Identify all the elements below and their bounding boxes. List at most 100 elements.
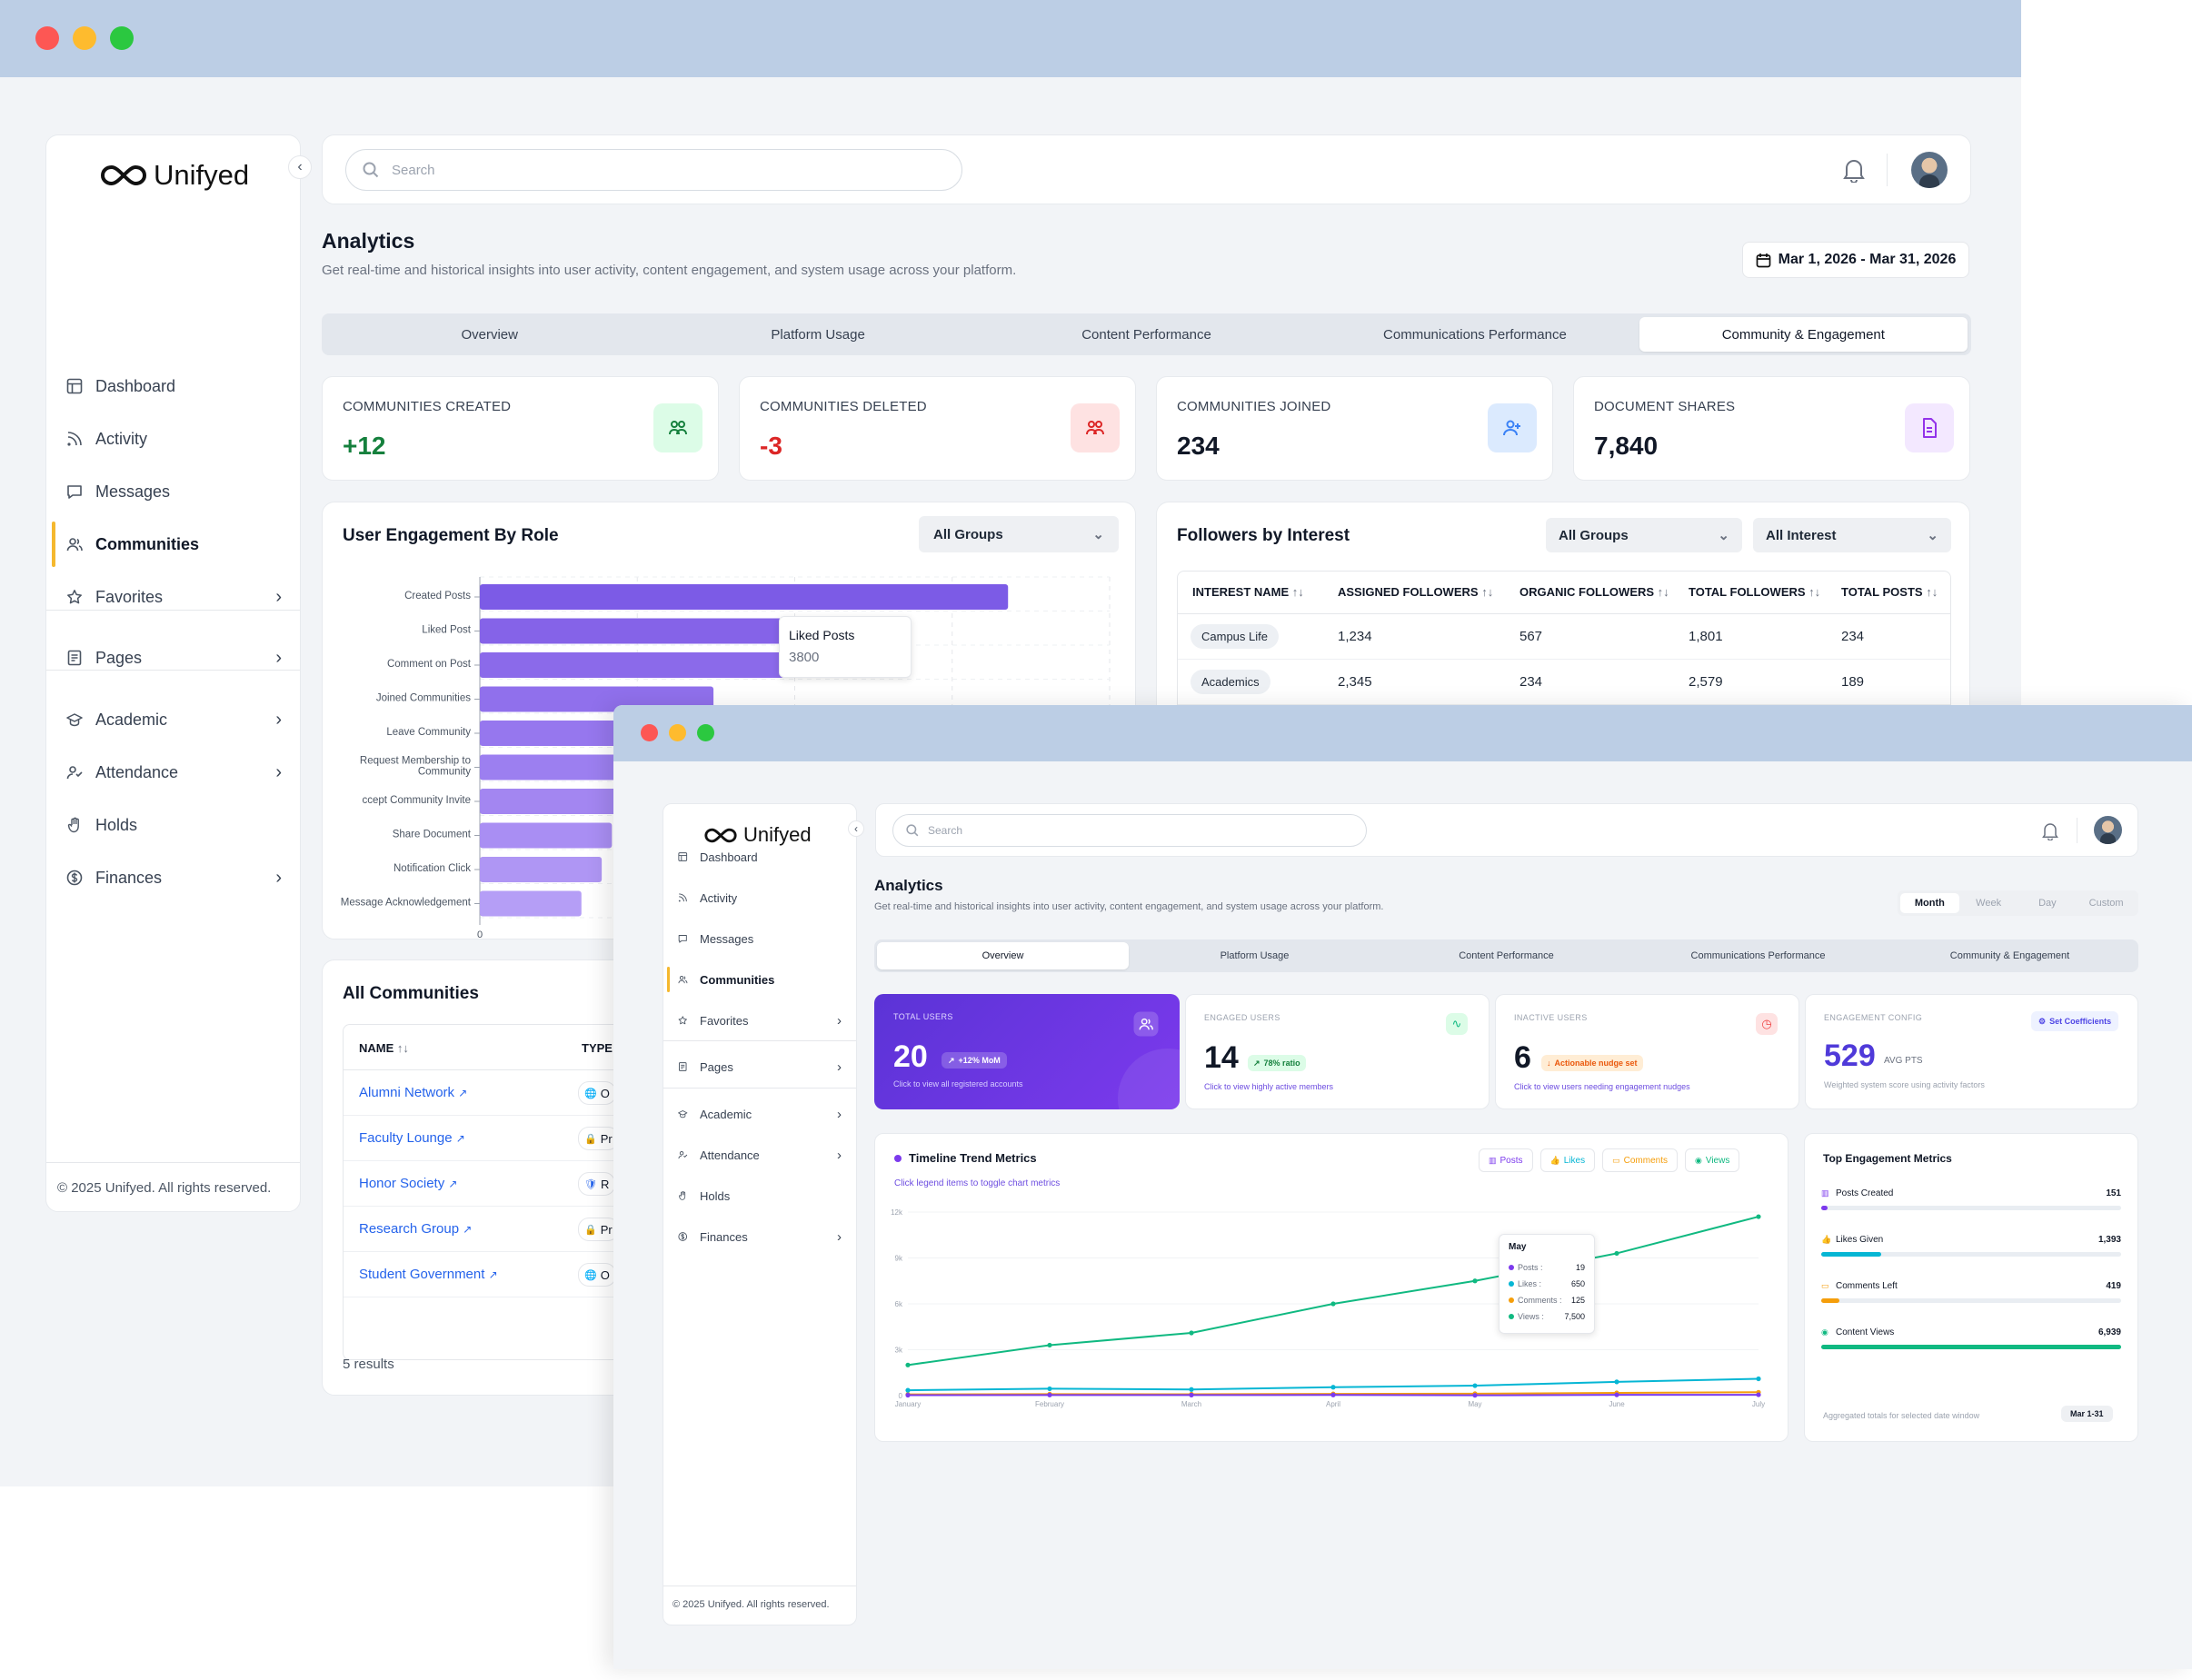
sidebar-item-holds[interactable]: Holds xyxy=(678,1183,842,1208)
front-search-input[interactable]: Search xyxy=(892,814,1367,847)
close-dot[interactable] xyxy=(641,724,658,741)
date-range-button[interactable]: Mar 1, 2026 - Mar 31, 2026 xyxy=(1742,242,1969,278)
engagement-group-select[interactable]: All Groups ⌄ xyxy=(919,516,1119,552)
brand-logo[interactable]: Unifyed xyxy=(99,155,249,195)
column-header-name[interactable]: NAME ↑↓ xyxy=(359,1041,409,1055)
legend-likes[interactable]: 👍 Likes xyxy=(1539,1148,1596,1172)
collapse-sidebar-button[interactable]: ‹ xyxy=(288,155,312,179)
legend-posts[interactable]: ▥ Posts xyxy=(1479,1148,1533,1172)
maximize-dot[interactable] xyxy=(110,26,134,50)
data-point-views[interactable] xyxy=(1330,1301,1336,1307)
tab-platform-usage[interactable]: Platform Usage xyxy=(771,326,865,343)
bar-ccept-community-invite[interactable] xyxy=(480,789,623,814)
bell-icon[interactable] xyxy=(2042,821,2058,840)
data-point-views[interactable] xyxy=(1047,1342,1052,1348)
period-tab-month[interactable]: Month xyxy=(1900,893,1959,913)
bar-share-document[interactable] xyxy=(480,822,613,849)
data-point-posts[interactable] xyxy=(1047,1392,1052,1397)
sidebar-item-activity[interactable]: Activity xyxy=(66,418,282,460)
search-input[interactable]: Search xyxy=(345,149,962,191)
community-link[interactable]: Research Group ↗ xyxy=(359,1221,473,1237)
sidebar-item-holds[interactable]: Holds xyxy=(66,804,282,846)
bar-created-posts[interactable] xyxy=(480,584,1009,610)
kpi-total-users[interactable]: TOTAL USERS 20 ↗ +12% MoM Click to view … xyxy=(874,994,1180,1109)
period-tab-week[interactable]: Week xyxy=(1976,898,2002,909)
stat-card-document-shares[interactable]: DOCUMENT SHARES 7,840 xyxy=(1573,376,1970,481)
maximize-dot[interactable] xyxy=(697,724,714,741)
community-link[interactable]: Alumni Network ↗ xyxy=(359,1085,468,1100)
minimize-dot[interactable] xyxy=(669,724,686,741)
sidebar-item-academic[interactable]: Academic › xyxy=(678,1101,842,1127)
legend-comments[interactable]: ▭ Comments xyxy=(1602,1148,1678,1172)
tab-platform-usage[interactable]: Platform Usage xyxy=(1220,950,1290,961)
tab-communications-performance[interactable]: Communications Performance xyxy=(1383,326,1567,343)
kpi-inactive-users[interactable]: INACTIVE USERS ◷ 6 ↓ Actionable nudge se… xyxy=(1495,994,1799,1109)
tab-community-engagement[interactable]: Community & Engagement xyxy=(1639,317,1968,352)
data-point-likes[interactable] xyxy=(1472,1383,1478,1388)
table-row[interactable]: Academics 2,345 234 2,579 189 xyxy=(1178,659,1950,705)
column-header-type[interactable]: TYPE xyxy=(582,1041,613,1055)
bell-icon[interactable] xyxy=(1843,157,1865,183)
front-avatar[interactable] xyxy=(2094,816,2122,844)
tab-overview[interactable]: Overview xyxy=(877,942,1129,969)
table-row[interactable]: Campus Life 1,234 567 1,801 234 xyxy=(1178,613,1950,660)
period-tab-day[interactable]: Day xyxy=(2038,898,2057,909)
sidebar-item-attendance[interactable]: Attendance › xyxy=(66,751,282,793)
followers-group-select[interactable]: All Groups ⌄ xyxy=(1546,518,1742,552)
column-header[interactable]: TOTAL FOLLOWERS ↑↓ xyxy=(1674,572,1827,614)
sidebar-item-messages[interactable]: Messages xyxy=(66,471,282,512)
community-link[interactable]: Faculty Lounge ↗ xyxy=(359,1130,465,1146)
bar-comment-on-post[interactable] xyxy=(480,652,785,678)
data-point-posts[interactable] xyxy=(1614,1392,1619,1397)
bar-notification-click[interactable] xyxy=(480,857,603,882)
sidebar-item-finances[interactable]: Finances › xyxy=(678,1224,842,1249)
set-coefficients-button[interactable]: ⚙ Set Coefficients xyxy=(2031,1011,2119,1031)
column-header[interactable]: TOTAL POSTS ↑↓ xyxy=(1827,572,1950,614)
data-point-posts[interactable] xyxy=(905,1392,911,1398)
data-point-likes[interactable] xyxy=(1047,1386,1052,1392)
data-point-likes[interactable] xyxy=(1189,1387,1194,1392)
sidebar-item-pages[interactable]: Pages › xyxy=(66,637,282,679)
stat-card-communities-created[interactable]: COMMUNITIES CREATED +12 xyxy=(322,376,719,481)
sidebar-item-favorites[interactable]: Favorites › xyxy=(678,1008,842,1033)
data-point-posts[interactable] xyxy=(1189,1392,1194,1398)
metric-content-views[interactable]: ◉ Content Views 6,939 xyxy=(1821,1327,2121,1355)
data-point-views[interactable] xyxy=(1756,1214,1761,1219)
data-point-likes[interactable] xyxy=(1614,1379,1619,1385)
data-point-views[interactable] xyxy=(1472,1278,1478,1284)
period-tab-custom[interactable]: Custom xyxy=(2088,898,2124,909)
sidebar-item-attendance[interactable]: Attendance › xyxy=(678,1142,842,1168)
community-link[interactable]: Honor Society ↗ xyxy=(359,1176,458,1191)
front-brand-logo[interactable]: Unifyed xyxy=(703,820,812,850)
metric-likes-given[interactable]: 👍 Likes Given 1,393 xyxy=(1821,1235,2121,1262)
sidebar-item-communities[interactable]: Communities xyxy=(678,967,842,992)
data-point-posts[interactable] xyxy=(1756,1392,1761,1397)
sidebar-item-pages[interactable]: Pages › xyxy=(678,1054,842,1079)
sidebar-item-dashboard[interactable]: Dashboard xyxy=(678,844,842,870)
avatar[interactable] xyxy=(1911,152,1948,188)
data-point-views[interactable] xyxy=(1614,1250,1619,1257)
bar-liked-post[interactable] xyxy=(480,618,866,644)
minimize-dot[interactable] xyxy=(73,26,96,50)
column-header[interactable]: INTEREST NAME ↑↓ xyxy=(1178,572,1323,614)
sidebar-item-finances[interactable]: Finances › xyxy=(66,857,282,899)
sidebar-item-activity[interactable]: Activity xyxy=(678,885,842,910)
metric-posts-created[interactable]: ▥ Posts Created 151 xyxy=(1821,1188,2121,1216)
data-point-views[interactable] xyxy=(1189,1330,1194,1336)
data-point-posts[interactable] xyxy=(1330,1392,1336,1397)
close-dot[interactable] xyxy=(35,26,59,50)
data-point-likes[interactable] xyxy=(1330,1385,1336,1390)
bar-message-acknowledgement[interactable] xyxy=(480,890,582,917)
data-point-views[interactable] xyxy=(905,1362,911,1367)
followers-interest-select[interactable]: All Interest ⌄ xyxy=(1753,518,1951,552)
tab-overview[interactable]: Overview xyxy=(461,326,518,343)
metric-comments-left[interactable]: ▭ Comments Left 419 xyxy=(1821,1281,2121,1308)
sidebar-item-dashboard[interactable]: Dashboard xyxy=(66,365,282,407)
bar-request-membership-to-community[interactable] xyxy=(480,754,633,780)
tab-content-performance[interactable]: Content Performance xyxy=(1081,326,1211,343)
series-line-views[interactable] xyxy=(907,1216,1759,1367)
data-point-posts[interactable] xyxy=(1472,1393,1478,1398)
sidebar-item-communities[interactable]: Communities xyxy=(66,523,282,565)
sidebar-item-messages[interactable]: Messages xyxy=(678,926,842,951)
stat-card-communities-deleted[interactable]: COMMUNITIES DELETED -3 xyxy=(739,376,1136,481)
